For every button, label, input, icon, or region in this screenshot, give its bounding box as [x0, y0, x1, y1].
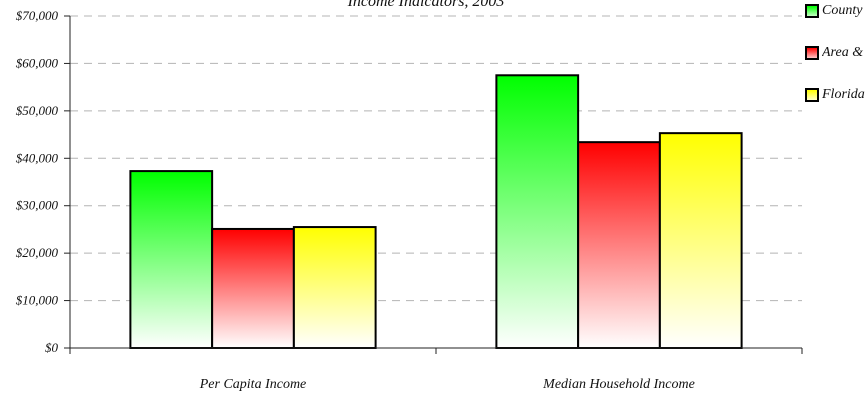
- y-tick-label: $50,000: [16, 103, 59, 118]
- y-tick-labels: $0 $10,000 $20,000 $30,000 $40,000 $50,000 $60…: [16, 8, 59, 355]
- y-tick-label: $30,000: [16, 198, 59, 213]
- bar-county-per-capita-income: [129, 170, 214, 349]
- bar-county-median-household-income: [495, 74, 580, 350]
- y-tick-label: $60,000: [16, 55, 59, 70]
- legend-item-county: County: [805, 3, 865, 19]
- legend-label-county: County: [822, 3, 863, 18]
- y-tick-label: $70,000: [16, 8, 59, 23]
- legend-swatch-area: [805, 46, 819, 60]
- legend-swatch-florida: [805, 88, 819, 102]
- chart-title: Income Indicators, 2003: [347, 0, 505, 10]
- legend: County Area & Florida: [805, 0, 865, 110]
- y-tick-label: $10,000: [16, 293, 59, 308]
- bar-area-per-capita-income: [211, 227, 295, 349]
- y-tick-label: $40,000: [16, 150, 59, 165]
- x-category-label: Median Household Income: [542, 377, 695, 392]
- bar-area-median-household-income: [577, 141, 661, 349]
- axes: [64, 15, 803, 354]
- legend-item-area: Area &: [805, 45, 865, 61]
- bars: [129, 74, 743, 350]
- legend-label-florida: Florida: [822, 87, 865, 102]
- x-category-label: Per Capita Income: [199, 377, 307, 392]
- x-category-labels: Per Capita Income Median Household Income: [199, 377, 695, 392]
- legend-item-florida: Florida: [805, 87, 865, 103]
- y-tick-label: $0: [45, 340, 59, 355]
- bar-florida-median-household-income: [658, 132, 743, 349]
- bar-florida-per-capita-income: [292, 226, 377, 349]
- y-tick-label: $20,000: [16, 245, 59, 260]
- legend-label-area: Area &: [822, 45, 864, 60]
- legend-swatch-county: [805, 4, 819, 18]
